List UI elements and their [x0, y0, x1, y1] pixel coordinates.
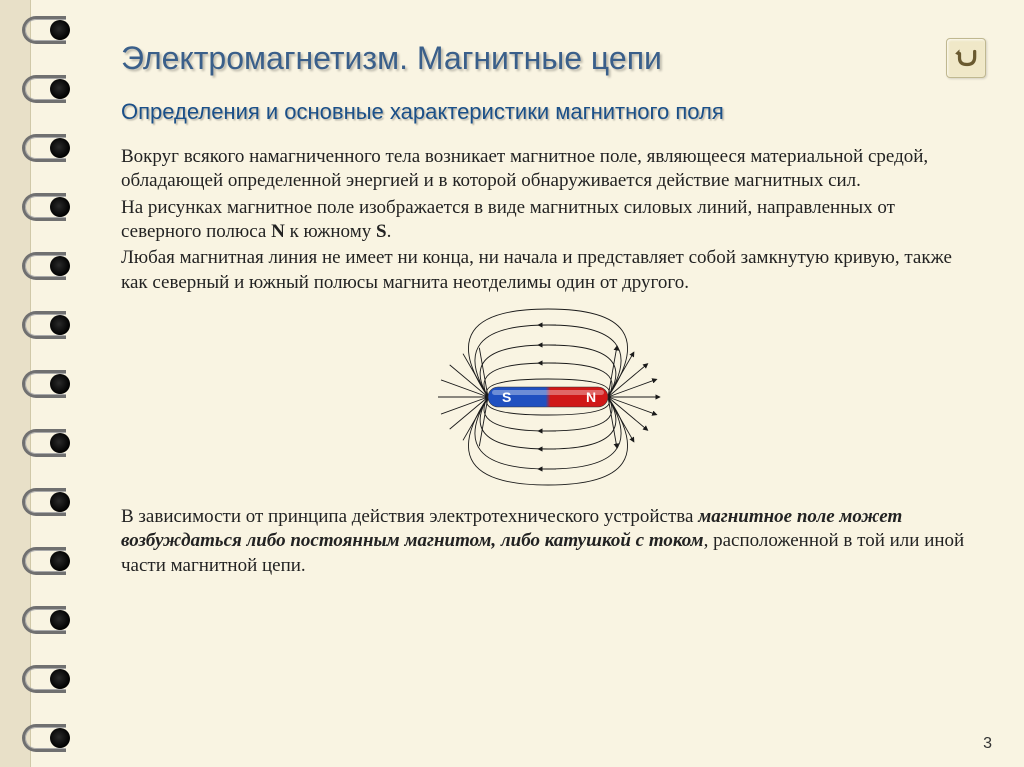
paragraph-3: Любая магнитная линия не имеет ни конца,… [121, 246, 974, 295]
page-number: 3 [983, 735, 992, 753]
paragraph-4: В зависимости от принципа действия элект… [121, 505, 974, 578]
return-arrow-icon [953, 45, 979, 71]
svg-text:S: S [502, 389, 511, 405]
svg-text:N: N [586, 389, 596, 405]
page-subtitle: Определения и основные характеристики ма… [121, 99, 974, 125]
magnet-field-figure: SN [121, 307, 974, 487]
paragraph-2: На рисунках магнитное поле изображается … [121, 196, 974, 245]
magnet-field-diagram: SN [388, 307, 708, 487]
page: Электромагнетизм. Магнитные цепи Определ… [30, 0, 1024, 767]
page-title: Электромагнетизм. Магнитные цепи [121, 40, 974, 77]
spiral-binding [0, 0, 90, 767]
body-text: Вокруг всякого намагниченного тела возни… [121, 145, 974, 295]
body-text-2: В зависимости от принципа действия элект… [121, 505, 974, 578]
paragraph-1: Вокруг всякого намагниченного тела возни… [121, 145, 974, 194]
back-button[interactable] [946, 38, 986, 78]
